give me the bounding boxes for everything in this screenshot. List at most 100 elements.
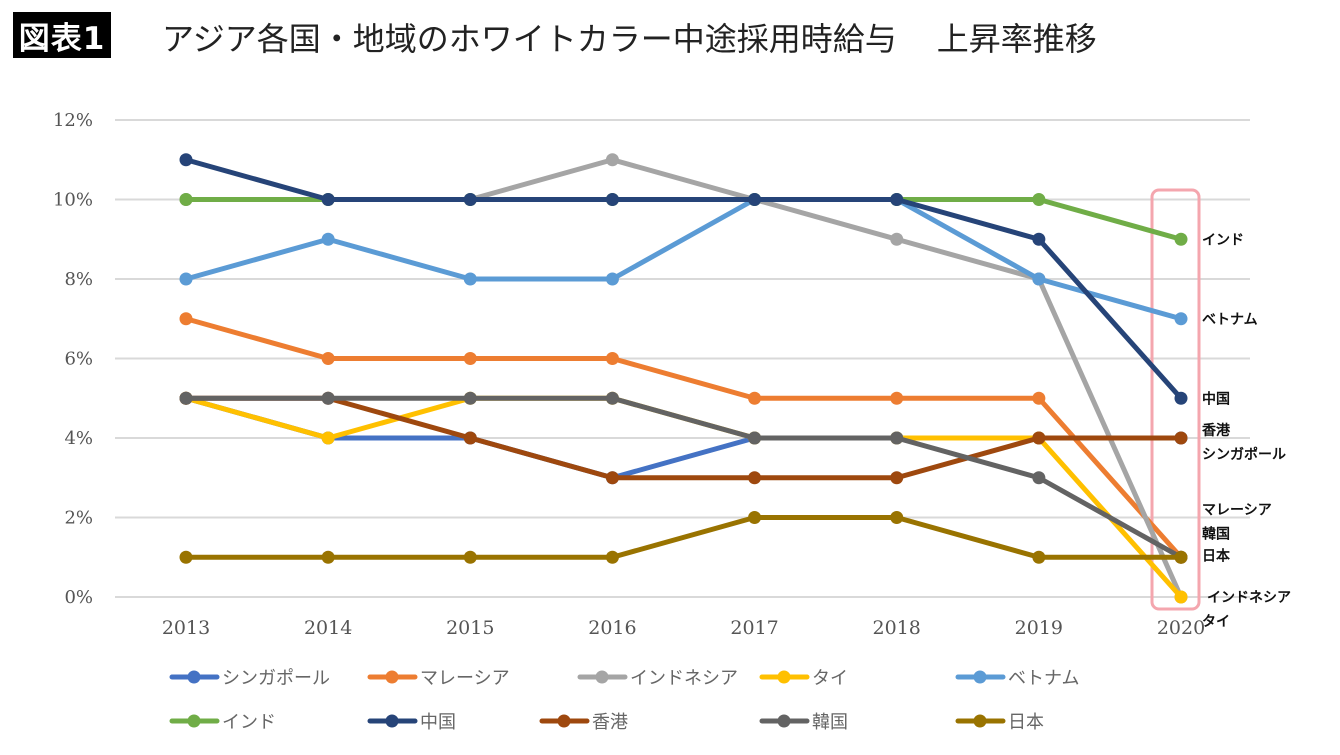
data-point <box>463 391 477 405</box>
legend-swatch-marker <box>557 714 571 728</box>
end-label: 日本 <box>1202 547 1231 564</box>
legend-item: 韓国 <box>759 712 848 733</box>
x-tick-label: 2015 <box>446 617 494 639</box>
legend-item: インド <box>169 712 276 733</box>
series-タイ <box>179 391 1188 604</box>
data-point <box>1174 431 1188 445</box>
data-point <box>748 391 762 405</box>
legend-swatch-marker <box>777 670 791 684</box>
x-tick-label: 2016 <box>588 617 636 639</box>
data-point <box>605 352 619 365</box>
data-point <box>605 550 619 564</box>
data-point <box>179 550 193 564</box>
data-point <box>1174 232 1188 246</box>
data-point <box>605 391 619 405</box>
data-point <box>605 193 619 206</box>
data-point <box>179 312 193 326</box>
end-label: インドネシア <box>1207 590 1291 606</box>
data-point <box>605 153 619 167</box>
legend-item: ベトナム <box>955 668 1079 689</box>
data-point <box>1032 471 1046 485</box>
legend-item: タイ <box>759 668 848 689</box>
y-tick-label: 6% <box>64 349 93 370</box>
x-tick-label: 2020 <box>1157 617 1205 639</box>
data-point <box>321 550 335 564</box>
legend-label: マレーシア <box>420 668 510 689</box>
data-point <box>463 272 477 286</box>
series-line <box>183 515 1184 560</box>
legend-label: 香港 <box>592 712 628 733</box>
legend-swatch-marker <box>973 670 987 684</box>
data-point <box>179 153 193 167</box>
end-label: シンガポール <box>1202 446 1286 463</box>
y-tick-label: 4% <box>64 428 93 449</box>
end-label: 中国 <box>1202 390 1230 407</box>
series-line <box>183 197 1184 322</box>
series-マレーシア <box>179 312 1188 564</box>
end-label: タイ <box>1202 614 1230 630</box>
legend-label: タイ <box>812 668 848 689</box>
series-line <box>183 395 1184 481</box>
series-line <box>183 316 1184 560</box>
data-point <box>890 232 904 246</box>
legend-item: インドネシア <box>577 668 738 689</box>
end-label: インド <box>1202 232 1244 248</box>
data-point <box>321 232 335 246</box>
legend-swatch-marker <box>187 714 201 728</box>
data-point <box>1174 590 1188 604</box>
data-point <box>1032 431 1046 445</box>
data-point <box>321 193 335 206</box>
x-tick-label: 2014 <box>304 617 352 639</box>
data-point <box>463 431 477 445</box>
data-point <box>1032 193 1046 206</box>
legend-label: ベトナム <box>1008 668 1079 689</box>
legend-swatch-marker <box>777 714 791 728</box>
data-point <box>748 193 762 206</box>
data-point <box>890 471 904 485</box>
data-point <box>1032 391 1046 405</box>
data-point <box>748 471 762 485</box>
series-line <box>183 197 1184 242</box>
legend-item: 香港 <box>539 712 628 733</box>
legend-swatch-marker <box>385 670 399 684</box>
data-point <box>1032 232 1046 246</box>
legend-swatch-marker <box>385 714 399 728</box>
data-point <box>321 352 335 365</box>
legend-label: インドネシア <box>630 668 738 689</box>
series-line <box>183 157 1184 401</box>
x-tick-label: 2017 <box>730 617 778 639</box>
legend-label: 韓国 <box>812 712 848 733</box>
legend-swatch-marker <box>595 670 609 684</box>
data-point <box>1174 391 1188 405</box>
legend-item: 中国 <box>367 712 456 733</box>
data-point <box>179 193 193 206</box>
end-label: ベトナム <box>1202 312 1258 328</box>
data-point <box>1174 312 1188 326</box>
data-point <box>890 431 904 445</box>
legend-item: 日本 <box>955 712 1044 733</box>
end-label: マレーシア <box>1202 503 1272 519</box>
x-tick-label: 2018 <box>873 617 921 639</box>
data-point <box>463 193 477 206</box>
legend-label: シンガポール <box>222 668 330 689</box>
series-line <box>183 395 1184 560</box>
end-label: 韓国 <box>1202 525 1230 542</box>
legend-item: シンガポール <box>169 668 330 689</box>
x-tick-label: 2019 <box>1015 617 1063 639</box>
data-point <box>605 471 619 485</box>
series-中国 <box>179 153 1188 405</box>
series-ベトナム <box>179 193 1188 326</box>
data-point <box>748 511 762 524</box>
figure-badge: 図表1 <box>13 12 111 58</box>
chart-title: アジア各国・地域のホワイトカラー中途採用時給与 上昇率推移 <box>162 14 1097 60</box>
data-point <box>321 431 335 445</box>
legend-label: 中国 <box>420 712 456 733</box>
legend-swatch-marker <box>973 714 987 728</box>
data-point <box>179 272 193 286</box>
data-point <box>463 550 477 564</box>
data-point <box>748 431 762 445</box>
chart-title-sub: 上昇率推移 <box>936 20 1097 58</box>
highlight-2020-box <box>1150 188 1201 611</box>
x-axis-ticks: 2013 2014 2015 2016 2017 2018 2019 2020 <box>162 617 1205 639</box>
